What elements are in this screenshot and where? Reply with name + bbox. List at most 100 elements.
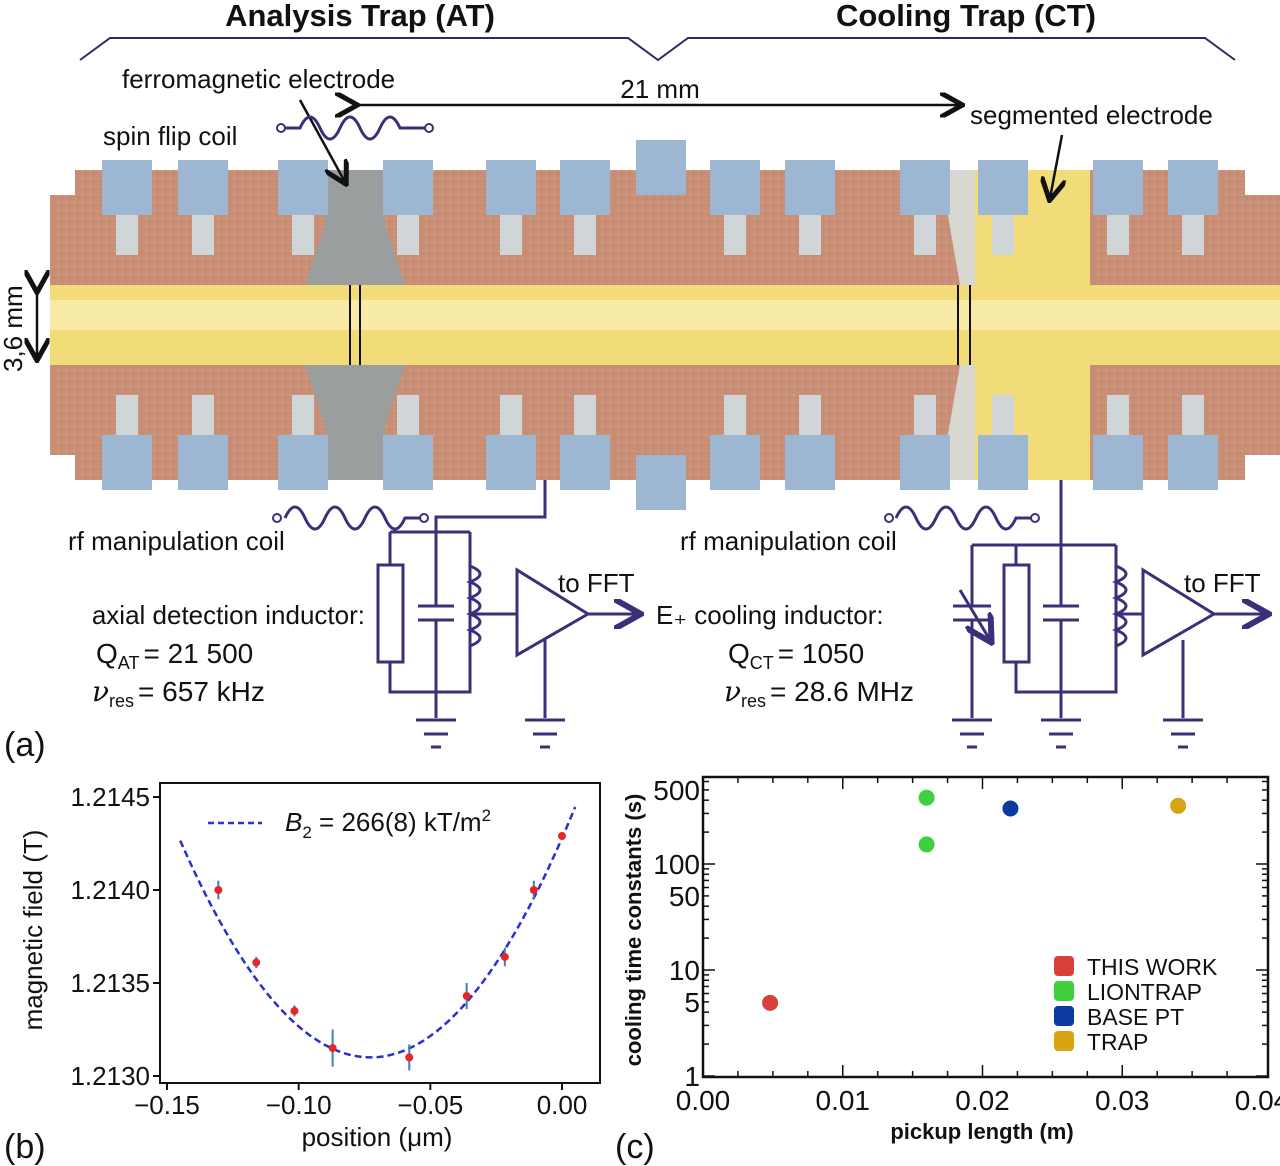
data-point [558,832,566,841]
panel-b-label: (b) [4,1128,46,1166]
electrode-pad [278,435,328,490]
y-tick-label: 500 [653,775,700,806]
coil-terminal [272,513,282,523]
plot-c-frame [701,775,1270,1079]
x-tick-label: 0.04 [1235,1085,1280,1116]
electrode-pad [1093,160,1143,215]
x-tick-label: −0.15 [134,1090,200,1120]
x-tick-label: 0.01 [816,1085,871,1116]
electrode-pad [486,160,536,215]
data-point-trap [1170,797,1187,814]
data-point [252,958,261,967]
spin-flip-coil-icon [285,115,425,141]
capacitor-icon [418,604,454,622]
electrode-pad [178,160,228,215]
coil-terminal [1030,513,1040,523]
electrode-stem [1182,215,1204,255]
data-point [214,886,223,894]
electrode-pad [383,160,433,215]
data-point [328,1044,337,1053]
ground-icon [952,718,1203,749]
electrode-pad [1093,435,1143,490]
resistor-icon [376,563,405,664]
panel-c-label: (c) [615,1128,655,1166]
y-tick-label: 100 [653,849,700,880]
legend-label: TRAP [1087,1029,1148,1055]
electrode-stem [574,215,596,255]
ferromagnetic-arrow [298,99,345,182]
rf-coil-icon [894,505,1031,531]
electrode-pad [636,455,686,510]
electrode-stem [292,395,314,435]
electrode-pad [1168,435,1218,490]
electrode-stem [192,215,214,255]
y-tick-label: 10 [669,955,700,986]
legend-swatch [1054,1006,1074,1026]
panel-a-label: (a) [4,726,46,764]
electrode-pad [486,435,536,490]
data-point [462,992,471,1001]
data-point [405,1053,414,1062]
y-tick-label: 5 [684,987,700,1018]
electrode-stem [192,395,214,435]
axial-detection-circuit [272,480,640,749]
segmented-arrow [1050,134,1062,198]
coil-terminal [884,513,894,523]
electrode-pad [102,160,152,215]
fit-curve [179,806,577,1059]
bore-highlight [50,300,1280,330]
plot-b-xlabel: position (μm) [302,1122,453,1152]
variable-capacitor-arrow-icon [958,589,990,640]
circuit-wires [970,480,1217,718]
data-point [290,1006,299,1015]
electrode-pad [710,160,760,215]
electrode-stem [1107,395,1129,435]
electrode-stem [1107,215,1129,255]
electrode-stem [500,395,522,435]
diameter-label: 3,6 mm [0,285,28,372]
legend-fit-label: B2 = 266(8) kT/m2 [285,806,491,842]
trap-headers: Analysis Trap (AT) Cooling Trap (CT) [79,0,1236,62]
electrode-stem [116,215,138,255]
to-fft-left: to FFT [558,568,635,598]
legend-swatch [1054,1031,1074,1051]
x-tick-label: 0.03 [1095,1085,1150,1116]
x-tick-label: 0.02 [955,1085,1010,1116]
electrode-pad [785,160,835,215]
electrode-stem [914,215,936,255]
electrode-stem [992,395,1014,435]
cooling-title: E₊ cooling inductor: [656,600,884,630]
y-tick-label: 50 [669,881,700,912]
electrode-pad [900,435,950,490]
plot-b: −0.15 −0.10 −0.05 0.00 1.2130 1.2135 1.2140 1.2… [4,782,601,1166]
electrode-pad [710,435,760,490]
electrode-stem [724,215,746,255]
x-tick-label: 0.00 [537,1090,588,1120]
legend-label: LIONTRAP [1087,979,1202,1005]
electrode-pad [636,140,686,195]
trap-bracket [79,37,1236,62]
electrode-stem [992,215,1014,255]
x-tick-label: −0.05 [397,1090,463,1120]
coil-terminal [419,513,429,523]
electrode-stem [724,395,746,435]
plot-c-ylabel: cooling time constants (s) [621,794,646,1067]
data-point-liontrap [918,836,935,853]
axial-title: axial detection inductor: [92,600,365,630]
y-tick-label: 1.2130 [70,1061,150,1091]
legend-swatch [1054,981,1074,1001]
spin-flip-label: spin flip coil [103,121,237,151]
plot-c-xlabel: pickup length (m) [890,1119,1073,1144]
y-tick-label: 1.2140 [70,875,150,905]
spacer [940,170,975,480]
data-point [500,952,509,961]
legend-swatch [1054,956,1074,976]
q-ct: QCT = 1050 [728,638,864,673]
nu-res-ct: νres = 28.6 MHz [724,675,914,711]
electrode-stem [500,215,522,255]
y-tick-label: 1.2135 [70,968,150,998]
trap-assembly [50,140,1280,510]
q-at: QAT = 21 500 [96,638,253,673]
